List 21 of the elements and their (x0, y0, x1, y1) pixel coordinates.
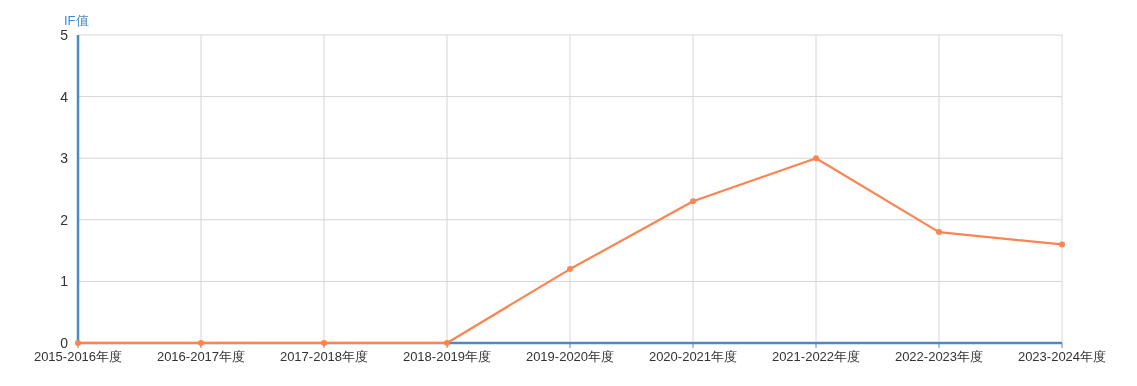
x-tick-label: 2015-2016年度 (33, 349, 123, 364)
x-tick-label: 2017-2018年度 (279, 349, 369, 364)
point (1059, 241, 1065, 248)
y-tick-label: 0 (60, 335, 69, 351)
point (936, 229, 942, 236)
point (813, 155, 819, 162)
x-tick-label: 2019-2020年度 (525, 349, 615, 364)
x-tick-label: 2022-2023年度 (894, 349, 984, 364)
x-tick-label: 2018-2019年度 (402, 349, 492, 364)
point (690, 198, 696, 205)
x-tick-label: 2021-2022年度 (771, 349, 861, 364)
point (567, 266, 573, 273)
y-tick-label: 5 (60, 27, 69, 43)
y-tick-label: 3 (60, 150, 69, 167)
y-tick-label: 2 (60, 211, 69, 228)
x-tick-label: 2016-2017年度 (156, 349, 246, 364)
x-tick-label: 2023-2024年度 (1017, 349, 1107, 364)
y-tick-label: 4 (60, 88, 69, 105)
x-tick-label: 2020-2021年度 (648, 349, 738, 364)
y-axis-title: IF值 (64, 13, 89, 28)
y-tick-label: 1 (60, 273, 69, 290)
